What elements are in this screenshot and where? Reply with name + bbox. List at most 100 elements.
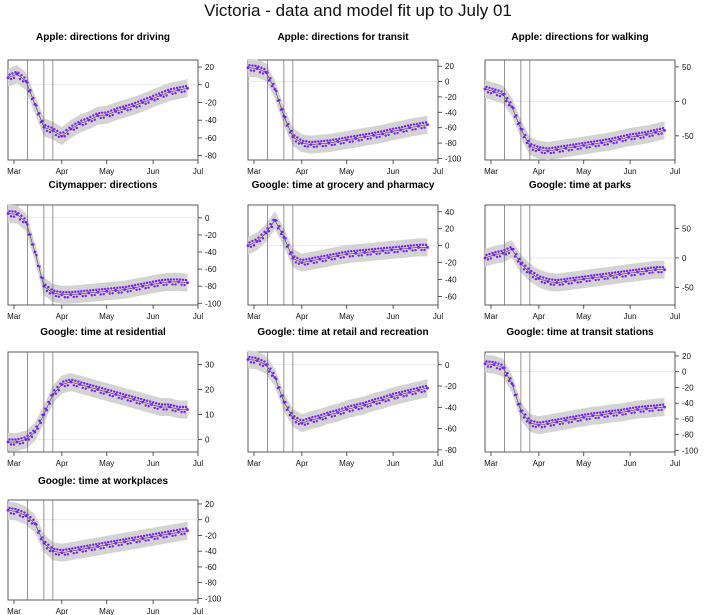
data-point (317, 140, 320, 143)
data-point (180, 410, 183, 414)
plot-frame (7, 204, 199, 306)
data-point (409, 388, 413, 391)
data-point (485, 85, 488, 89)
data-point (183, 532, 186, 535)
data-point (101, 541, 104, 545)
data-point (17, 508, 20, 512)
data-point (96, 545, 100, 548)
data-point (504, 99, 508, 103)
data-point (96, 388, 100, 391)
data-point (48, 402, 52, 405)
data-point (518, 257, 521, 261)
data-point (531, 424, 535, 428)
data-point (634, 268, 638, 271)
data-point (276, 227, 280, 230)
data-point (388, 246, 392, 249)
data-point (267, 79, 271, 82)
data-point (41, 536, 44, 539)
data-point (101, 288, 104, 291)
data-point (399, 393, 402, 396)
model-band (8, 501, 188, 562)
data-point (93, 118, 96, 121)
data-point (560, 417, 563, 420)
data-point (171, 283, 174, 286)
data-point (610, 137, 614, 140)
data-point (333, 257, 336, 261)
data-point (186, 86, 189, 90)
x-tick-label: Mar (7, 459, 21, 468)
data-point (291, 256, 295, 260)
data-point (507, 379, 511, 382)
data-point (364, 400, 368, 404)
data-point (20, 510, 23, 513)
y-tick-label: -60 (445, 425, 457, 434)
data-point (62, 131, 65, 134)
data-point (509, 377, 512, 380)
data-point (507, 251, 511, 255)
data-point (145, 281, 149, 285)
data-point (174, 409, 177, 413)
y-tick-label: 10 (205, 411, 214, 420)
data-point (335, 409, 338, 412)
data-point (261, 237, 265, 240)
data-point (275, 219, 278, 222)
data-point (258, 239, 262, 243)
data-point (375, 136, 378, 139)
data-point (394, 127, 398, 130)
data-point (153, 406, 156, 410)
data-point (492, 90, 496, 94)
x-tick-label: May (339, 167, 354, 176)
data-point (163, 530, 167, 534)
data-point (294, 421, 298, 424)
data-point (329, 139, 332, 142)
data-point (332, 252, 335, 256)
data-point (321, 418, 325, 421)
data-point (252, 69, 256, 72)
data-point (572, 415, 575, 418)
data-point (35, 425, 38, 428)
data-point (312, 145, 316, 149)
data-point (95, 543, 98, 546)
data-point (63, 384, 67, 388)
x-tick-label: Apr (533, 312, 546, 321)
data-point (6, 76, 10, 80)
data-point (87, 291, 91, 295)
data-point (18, 218, 22, 221)
data-point (60, 383, 64, 386)
data-point (560, 278, 563, 281)
data-point (145, 399, 149, 402)
data-point (80, 290, 83, 293)
data-point (44, 407, 47, 410)
model-band (248, 350, 428, 433)
data-point (157, 402, 161, 406)
data-point (649, 266, 653, 269)
data-point (593, 411, 596, 415)
data-point (658, 266, 662, 269)
data-point (30, 522, 34, 525)
data-point (548, 277, 551, 281)
data-point (38, 419, 41, 422)
data-point (15, 510, 19, 514)
data-point (619, 270, 623, 273)
data-point (488, 252, 491, 256)
data-point (163, 278, 167, 282)
data-point (497, 89, 500, 92)
y-tick-label: 0 (682, 368, 687, 377)
data-point (497, 250, 500, 253)
data-point (624, 139, 627, 142)
data-point (405, 249, 408, 253)
data-point (384, 251, 387, 255)
data-point (297, 262, 301, 265)
data-point (552, 423, 556, 427)
data-point (93, 389, 96, 393)
data-point (597, 144, 600, 147)
data-point (75, 295, 79, 298)
data-point (403, 125, 407, 128)
data-point (8, 73, 11, 76)
data-point (156, 284, 159, 288)
data-point (572, 143, 575, 146)
data-point (168, 405, 171, 409)
data-point (17, 437, 20, 441)
data-point (126, 109, 129, 112)
data-point (542, 420, 545, 424)
